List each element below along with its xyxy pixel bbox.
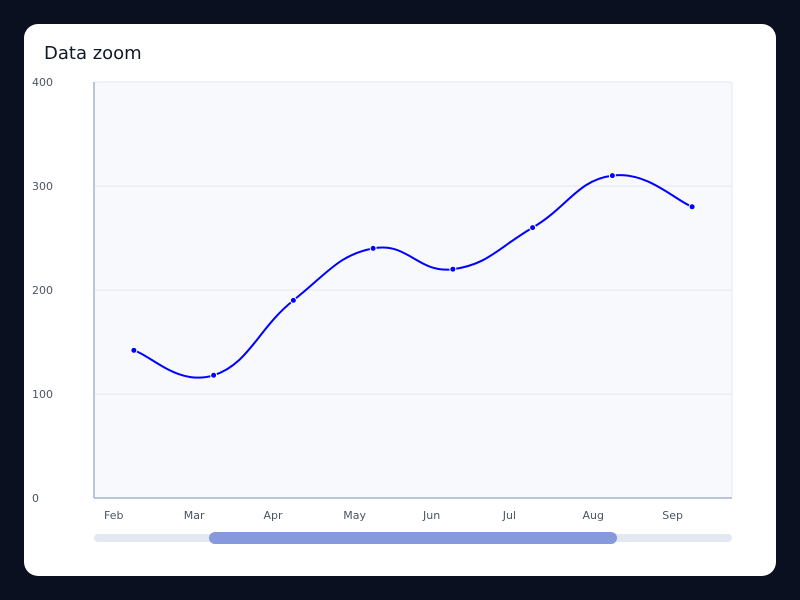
y-tick-label: 300 — [32, 180, 53, 193]
y-tick-label: 0 — [32, 492, 39, 505]
x-tick-label: Sep — [662, 509, 683, 522]
x-tick-label: Jun — [422, 509, 440, 522]
axes — [93, 82, 732, 499]
x-tick-label: Feb — [104, 509, 123, 522]
data-point — [608, 172, 616, 180]
x-tick-labels: Feb Mar Apr May Jun Jul Aug Sep — [104, 509, 683, 522]
x-tick-label: Jul — [502, 509, 516, 522]
chart-card: Data zoom 0 100 200 300 400 Feb Mar Apr May Jun J… — [24, 24, 776, 576]
y-tick-label: 200 — [32, 284, 53, 297]
data-point — [688, 203, 696, 211]
x-tick-label: Aug — [583, 509, 604, 522]
y-tick-labels: 0 100 200 300 400 — [32, 76, 53, 505]
data-zoom-slider[interactable] — [94, 532, 732, 544]
y-tick-label: 400 — [32, 76, 53, 89]
x-tick-label: May — [343, 509, 366, 522]
data-point — [289, 296, 297, 304]
data-zoom-handle[interactable] — [208, 532, 618, 544]
line-chart: 0 100 200 300 400 Feb Mar Apr May Jun Jul Aug Sep — [32, 76, 733, 522]
data-point — [130, 346, 138, 354]
y-tick-label: 100 — [32, 388, 53, 401]
data-points — [130, 172, 696, 379]
series-line — [133, 174, 693, 379]
data-point — [449, 265, 457, 273]
chart-title: Data zoom — [44, 43, 142, 64]
x-tick-label: Apr — [264, 509, 284, 522]
x-tick-label: Mar — [184, 509, 205, 522]
data-point — [529, 224, 537, 232]
data-point — [369, 244, 377, 252]
grid-lines — [94, 185, 732, 395]
data-point — [210, 371, 218, 379]
